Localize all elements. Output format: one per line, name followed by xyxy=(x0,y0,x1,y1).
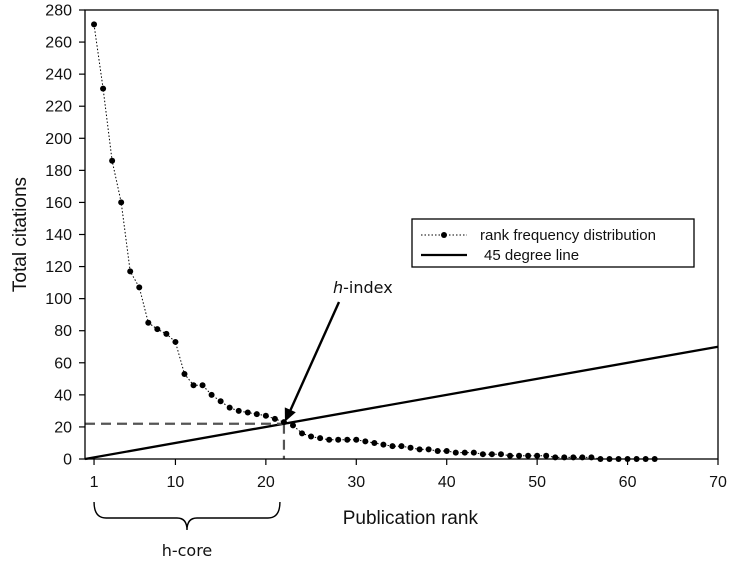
data-point xyxy=(398,443,405,450)
h-core-label: h-core xyxy=(162,541,213,560)
data-point xyxy=(335,436,342,443)
x-tick-label: 30 xyxy=(347,474,365,491)
data-point xyxy=(371,439,378,446)
data-point xyxy=(289,422,296,429)
data-point xyxy=(109,157,116,164)
y-tick-label: 40 xyxy=(54,387,72,404)
y-tick-label: 240 xyxy=(45,67,72,84)
data-point xyxy=(389,443,396,450)
data-point xyxy=(308,433,315,440)
data-point xyxy=(470,449,477,456)
y-tick-label: 20 xyxy=(54,419,72,436)
data-point xyxy=(317,435,324,442)
x-tick-label: 20 xyxy=(257,474,275,491)
data-point xyxy=(118,199,125,206)
h-index-arrow-shaft xyxy=(286,301,341,417)
data-point xyxy=(525,452,532,459)
data-point xyxy=(145,319,152,326)
legend-label-rank-frequency: rank frequency distribution xyxy=(480,227,656,244)
data-point xyxy=(362,438,369,445)
data-point xyxy=(416,446,423,453)
data-point xyxy=(235,407,242,414)
legend-swatch-rank-frequency-marker xyxy=(441,232,447,238)
x-tick-label: 10 xyxy=(167,474,185,491)
y-tick-label: 0 xyxy=(63,452,72,469)
data-point xyxy=(244,409,251,416)
data-point xyxy=(163,330,170,337)
data-point xyxy=(407,444,414,451)
x-tick-label: 70 xyxy=(709,474,727,491)
y-axis-title: Total citations xyxy=(10,177,31,292)
data-point xyxy=(190,382,197,389)
data-point xyxy=(100,85,107,92)
y-tick-label: 160 xyxy=(45,195,72,212)
y-tick-label: 100 xyxy=(45,291,72,308)
legend: rank frequency distribution 45 degree lin… xyxy=(411,218,695,268)
data-point xyxy=(172,338,179,345)
data-point xyxy=(217,398,224,405)
data-point xyxy=(262,412,269,419)
y-tick-label: 180 xyxy=(45,163,72,180)
data-point xyxy=(127,268,134,275)
data-point xyxy=(425,446,432,453)
x-tick-label: 60 xyxy=(619,474,637,491)
legend-box xyxy=(411,218,695,268)
x-tick-label: 40 xyxy=(438,474,456,491)
data-point xyxy=(461,449,468,456)
y-tick-label: 260 xyxy=(45,35,72,52)
data-point xyxy=(479,451,486,458)
data-point xyxy=(543,452,550,459)
data-point xyxy=(380,441,387,448)
data-point xyxy=(136,284,143,291)
data-point xyxy=(443,447,450,454)
h-index-label-suffix: -index xyxy=(343,278,393,297)
annotations: h-index h-core xyxy=(93,278,393,560)
data-point xyxy=(181,371,188,378)
data-point xyxy=(434,447,441,454)
x-tick-label: 50 xyxy=(528,474,546,491)
y-tick-label: 220 xyxy=(45,99,72,116)
x-tick-label: 1 xyxy=(90,474,99,491)
data-point xyxy=(344,436,351,443)
data-point xyxy=(91,21,98,28)
y-tick-label: 280 xyxy=(45,3,72,20)
data-point xyxy=(488,451,495,458)
data-point xyxy=(271,415,278,422)
x-axis-title: Publication rank xyxy=(343,508,479,529)
h-index-label: h-index xyxy=(333,278,393,297)
data-point xyxy=(326,436,333,443)
data-point xyxy=(452,449,459,456)
data-point xyxy=(534,452,541,459)
y-tick-label: 200 xyxy=(45,131,72,148)
data-point xyxy=(199,382,206,389)
data-point xyxy=(299,430,306,437)
data-point xyxy=(497,451,504,458)
h-core-brace xyxy=(93,501,281,531)
y-tick-label: 60 xyxy=(54,355,72,372)
h-index-arrow-head xyxy=(284,407,296,422)
y-tick-label: 80 xyxy=(54,323,72,340)
series-45-degree-line xyxy=(84,345,719,461)
data-point xyxy=(353,436,360,443)
data-point xyxy=(154,326,161,333)
data-point xyxy=(226,404,233,411)
h-index-label-h: h xyxy=(333,278,343,297)
legend-label-45-degree: 45 degree line xyxy=(484,247,579,264)
data-point xyxy=(507,452,514,459)
data-point xyxy=(253,411,260,418)
y-tick-label: 140 xyxy=(45,227,72,244)
data-point xyxy=(516,452,523,459)
data-point xyxy=(208,391,215,398)
axes: 0204060801001201401601802002202402602801… xyxy=(10,3,727,530)
y-tick-label: 120 xyxy=(45,259,72,276)
